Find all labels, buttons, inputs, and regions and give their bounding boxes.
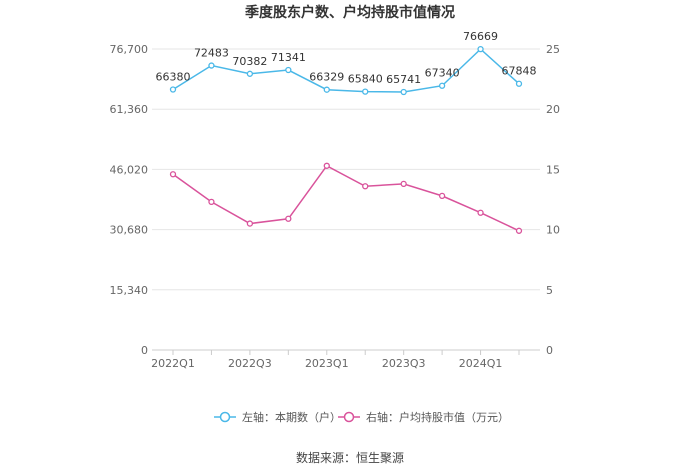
data-point[interactable] bbox=[208, 198, 215, 206]
data-label: 65840 bbox=[348, 73, 383, 86]
data-label: 72483 bbox=[194, 47, 229, 60]
right-tick-label: 20 bbox=[546, 103, 560, 116]
x-axis: 2022Q1 2022Q3 2023Q1 2023Q3 2024Q1 bbox=[151, 350, 520, 370]
legend[interactable]: 左轴：本期数（户） 右轴：户均持股市值（万元） bbox=[214, 410, 509, 424]
data-point[interactable] bbox=[400, 88, 407, 96]
data-point[interactable] bbox=[515, 80, 523, 87]
data-point[interactable] bbox=[169, 86, 177, 93]
right-axis: 0 5 10 15 20 25 bbox=[546, 43, 560, 357]
data-point[interactable] bbox=[323, 162, 330, 169]
data-label: 67848 bbox=[502, 65, 537, 78]
x-tick-label: 2023Q3 bbox=[382, 357, 426, 370]
data-point[interactable] bbox=[208, 62, 215, 69]
data-point[interactable] bbox=[515, 227, 523, 234]
legend-marker-icon bbox=[219, 411, 231, 423]
data-point[interactable] bbox=[362, 88, 369, 95]
data-label: 65741 bbox=[386, 73, 421, 86]
data-point[interactable] bbox=[285, 215, 292, 222]
legend-label[interactable]: 右轴：户均持股市值（万元） bbox=[366, 410, 509, 424]
data-point[interactable] bbox=[362, 183, 369, 190]
left-tick-label: 76,700 bbox=[110, 43, 149, 56]
left-tick-label: 0 bbox=[141, 344, 148, 357]
grid bbox=[152, 48, 540, 351]
legend-label[interactable]: 左轴：本期数（户） bbox=[242, 410, 341, 424]
data-point[interactable] bbox=[438, 82, 446, 89]
chart-title: 季度股东户数、户均持股市值情况 bbox=[244, 4, 455, 21]
x-tick-label: 2022Q1 bbox=[151, 357, 195, 370]
left-tick-label: 46,020 bbox=[110, 163, 149, 176]
data-point[interactable] bbox=[323, 86, 330, 93]
data-label: 76669 bbox=[463, 30, 498, 43]
data-point[interactable] bbox=[169, 171, 177, 178]
x-tick-label: 2024Q1 bbox=[459, 357, 503, 370]
right-tick-label: 15 bbox=[546, 163, 560, 176]
data-point[interactable] bbox=[246, 70, 254, 77]
data-label: 66329 bbox=[309, 71, 344, 84]
data-label: 66380 bbox=[156, 70, 191, 83]
x-tick-label: 2022Q3 bbox=[228, 357, 272, 370]
left-tick-label: 61,360 bbox=[110, 103, 149, 116]
left-axis: 0 15,340 30,680 46,020 61,360 76,700 bbox=[110, 43, 149, 357]
source-text: 数据来源：恒生聚源 bbox=[296, 450, 404, 465]
right-tick-label: 5 bbox=[546, 284, 553, 297]
data-label: 67340 bbox=[425, 67, 460, 80]
right-tick-label: 25 bbox=[546, 43, 560, 56]
data-point[interactable] bbox=[246, 220, 254, 227]
left-tick-label: 30,680 bbox=[110, 224, 149, 237]
legend-marker-icon bbox=[343, 411, 355, 423]
data-label: 70382 bbox=[232, 55, 267, 68]
x-tick-label: 2023Q1 bbox=[305, 357, 349, 370]
data-point[interactable] bbox=[285, 66, 292, 74]
data-point[interactable] bbox=[400, 180, 407, 187]
left-tick-label: 15,340 bbox=[110, 284, 149, 297]
data-point[interactable] bbox=[477, 209, 484, 216]
right-tick-label: 10 bbox=[546, 224, 560, 237]
series-line-1 bbox=[172, 48, 520, 93]
data-point[interactable] bbox=[477, 45, 484, 53]
right-tick-label: 0 bbox=[546, 344, 553, 357]
data-label: 71341 bbox=[271, 51, 306, 64]
data-point[interactable] bbox=[438, 192, 446, 200]
series-line-2 bbox=[172, 164, 520, 232]
